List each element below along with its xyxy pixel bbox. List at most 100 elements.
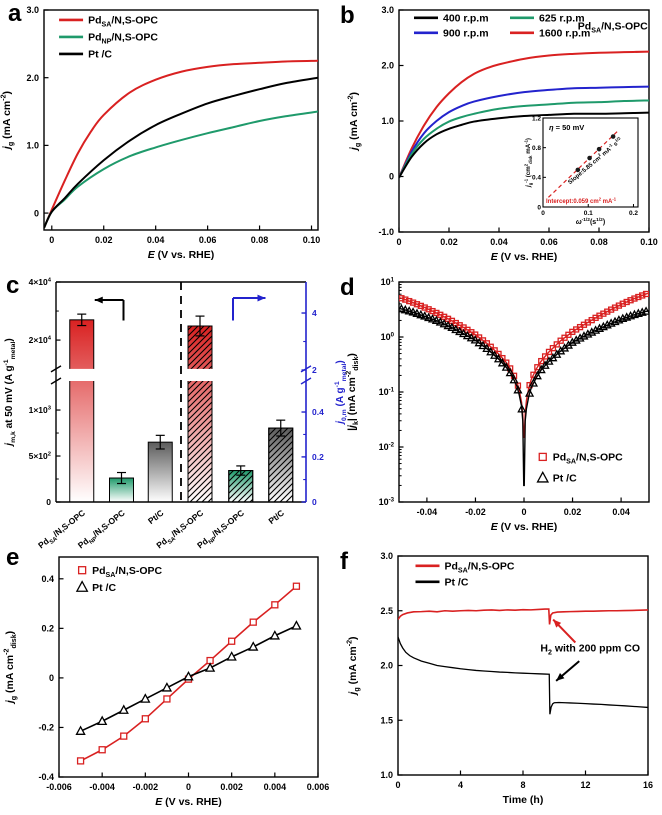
legend-label: 625 r.p.m <box>539 12 585 24</box>
y-tick-label: 1.0 <box>26 141 39 151</box>
marker-triangle <box>528 378 539 387</box>
right-tick-label: 0.2 <box>312 452 324 462</box>
inset-y-tick: 1.2 <box>532 115 541 122</box>
marker-square <box>413 301 421 308</box>
inset-y-tick: 0.8 <box>532 145 541 152</box>
x-tick-label: 12 <box>580 780 590 790</box>
inset-y-label: jg-1 (cm2disk mA-1) <box>523 138 532 188</box>
left-tick-label: 2×104 <box>29 335 52 345</box>
panel-d-tafel-chart: -0.04 -0.02 0 0.02 0.04 10-3 10-2 10-1 100 101 E (… <box>345 276 650 533</box>
marker-triangle <box>447 322 457 332</box>
bar-category-label: Pt/C <box>146 508 166 526</box>
marker-square <box>417 302 424 310</box>
marker-triangle <box>75 725 86 735</box>
y-tick-label: 0.4 <box>41 574 54 584</box>
x-tick-label: 0.02 <box>95 235 113 245</box>
marker-triangle <box>269 630 280 640</box>
marker-triangle <box>161 682 173 692</box>
marker-triangle <box>427 314 438 323</box>
data-point <box>587 155 592 161</box>
series-group <box>399 290 649 487</box>
inset-x-label: ω-1/2(s1/2) <box>576 217 605 226</box>
panel-f-stability-chart: 0 4 8 12 16 1.0 1.5 2.0 2.5 3.0 Time (h) jg (mA cm-… <box>346 551 653 806</box>
black-axis-indicator-arrow <box>94 296 125 321</box>
marker-square <box>534 364 541 371</box>
left-tick-label: 1×103 <box>29 405 52 415</box>
error-bar <box>236 465 246 476</box>
x-tick-label: 0 <box>521 507 526 517</box>
y-tick-label: 0 <box>49 673 54 683</box>
axes: 0 0.02 0.04 0.06 0.08 0.10 0 1.0 2.0 3.0 E (V vs. … <box>0 5 320 261</box>
koutecky-levich-inset: 0 0.1 0.2 0 0.4 0.8 1.2 ω-1/2(s1/2) jg-1 (cm2dis… <box>523 115 640 226</box>
marker-square <box>619 300 626 307</box>
error-bar <box>117 471 126 485</box>
marker-triangle <box>400 304 410 314</box>
y-tick-label: 3.0 <box>26 5 39 15</box>
x-tick-label: 0.02 <box>440 237 458 247</box>
panel-letter-c: c <box>6 272 20 299</box>
x-tick-label: 0.006 <box>307 782 330 792</box>
y-tick-label: 3.0 <box>380 551 393 561</box>
legend-label: PdSA/N,S-OPC <box>92 565 162 579</box>
x-axis-label: E (V vs. RHE) <box>491 521 558 533</box>
intercept-label: Intercept:0.059 cm2 mA-1 <box>546 196 617 205</box>
marker-triangle <box>455 326 465 336</box>
legend: PdSA/N,S-OPC PdNP/N,S-OPC Pt /C <box>59 15 158 61</box>
marker-triangle <box>490 350 500 359</box>
y-tick-label: 10-1 <box>379 386 395 397</box>
panel-letter-a: a <box>8 0 22 27</box>
x-tick-label: 0 <box>395 780 400 790</box>
panel-letter-f: f <box>340 548 348 575</box>
y-tick-label: 2.0 <box>380 661 393 671</box>
error-bar <box>276 419 286 437</box>
marker-triangle <box>509 374 519 384</box>
marker-triangle <box>435 317 445 326</box>
co-poisoning-annotation: H2 with 200 ppm CO <box>540 642 640 656</box>
error-bar <box>155 434 165 450</box>
x-tick-label: 0.04 <box>612 507 630 517</box>
marker-square <box>76 757 85 765</box>
x-tick-label: 0.08 <box>590 237 608 247</box>
marker-triangle <box>536 470 550 483</box>
x-tick-label: 0.002 <box>220 782 243 792</box>
series-group <box>398 608 648 715</box>
black-arrow <box>555 660 580 682</box>
series-green <box>44 110 318 229</box>
error-bar <box>195 315 205 337</box>
marker-triangle <box>399 303 406 313</box>
series-red <box>398 608 648 625</box>
marker-square <box>429 307 436 315</box>
marker-triangle <box>486 346 496 356</box>
data-point <box>575 167 581 173</box>
axes: -0.006 -0.004 -0.002 0 0.002 0.004 0.006 -0.4 -0… <box>3 556 330 808</box>
legend-label: PdNP/N,S-OPC <box>88 32 158 46</box>
right-axis-label: j0,m (A g-1metal) <box>334 360 348 426</box>
x-tick-label: 0 <box>186 782 191 792</box>
plot-frame <box>43 9 319 231</box>
marker-triangle <box>183 670 194 681</box>
legend: PdSA/N,S-OPC Pt /C <box>415 560 515 588</box>
x-tick-label: -0.006 <box>46 782 72 792</box>
marker-square <box>249 618 257 626</box>
left-tick-label: 0 <box>46 497 51 507</box>
bar-hatch <box>268 427 294 503</box>
left-tick-label: 4×104 <box>29 277 52 287</box>
marker-triangle <box>482 343 492 353</box>
marker-triangle <box>118 704 129 714</box>
y-tick-label: -1.0 <box>378 227 394 237</box>
y-axis-label: |jk| (mA cm-2disk) <box>345 353 361 431</box>
marker-triangle <box>478 340 488 350</box>
marker-triangle <box>451 324 461 334</box>
marker-square <box>635 293 642 301</box>
marker-triangle <box>431 315 441 325</box>
panel-letter-e: e <box>6 544 20 571</box>
marker-triangle <box>497 358 507 367</box>
marker-triangle <box>408 307 418 316</box>
series-group <box>75 582 302 765</box>
series-blue <box>399 85 649 179</box>
marker-triangle <box>420 311 430 320</box>
y-tick-label: 1.5 <box>380 715 393 725</box>
error-bar <box>77 313 87 327</box>
marker-triangle <box>248 641 259 651</box>
